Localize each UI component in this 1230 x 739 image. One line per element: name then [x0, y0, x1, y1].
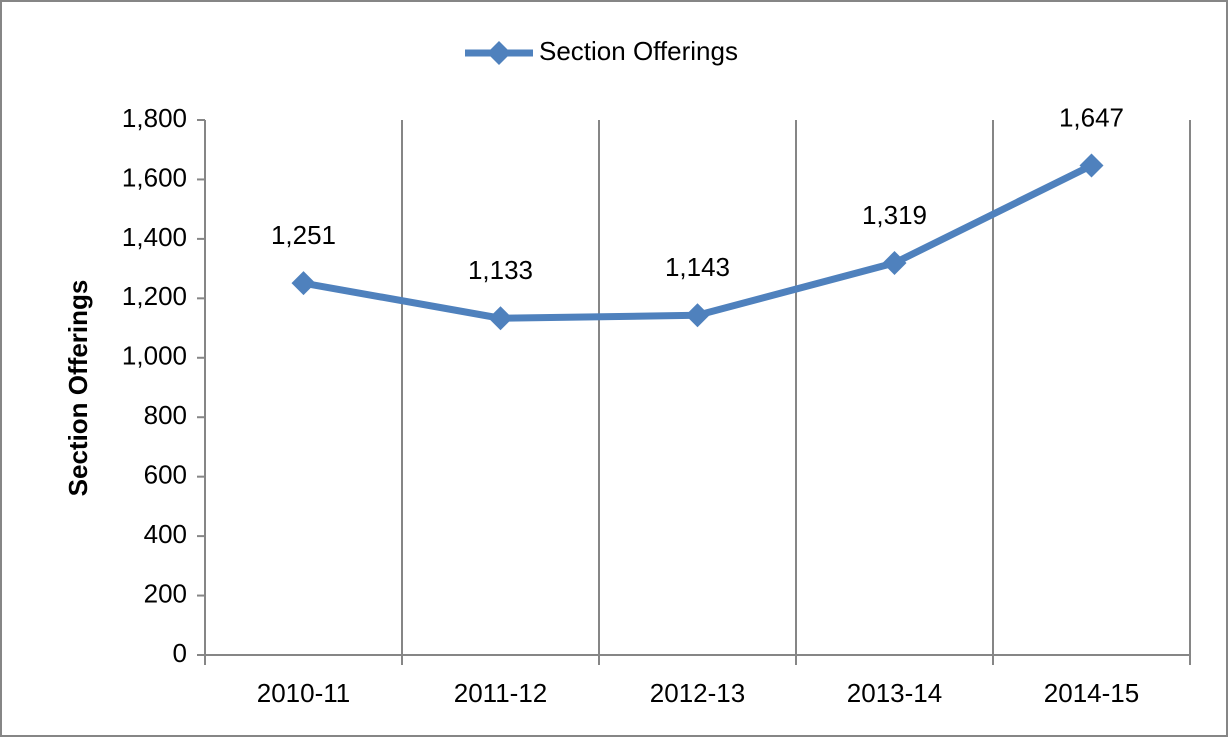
- y-tick-label: 1,800: [122, 103, 187, 133]
- x-tick-label: 2013-14: [847, 678, 942, 708]
- y-tick-label: 800: [144, 400, 187, 430]
- point: [685, 303, 710, 328]
- point: [291, 271, 316, 296]
- y-tick-label: 400: [144, 519, 187, 549]
- x-tick-label: 2011-12: [454, 678, 548, 708]
- y-tick-label: 600: [144, 460, 187, 490]
- data-label: 1,251: [271, 220, 336, 250]
- legend-label: Section Offerings: [539, 36, 738, 66]
- legend-marker: [487, 41, 511, 65]
- y-tick-label: 1,400: [122, 222, 187, 252]
- data-label: 1,647: [1059, 102, 1124, 132]
- data-label: 1,319: [862, 200, 927, 230]
- data-label: 1,143: [665, 252, 730, 282]
- y-axis-title: Section Offerings: [63, 280, 93, 497]
- x-tick-label: 2012-13: [650, 678, 745, 708]
- y-tick-label: 1,000: [122, 341, 187, 371]
- point: [488, 306, 513, 331]
- x-tick-label: 2014-15: [1044, 678, 1139, 708]
- x-tick-label: 2010-11: [257, 678, 351, 708]
- point: [1079, 153, 1104, 178]
- y-tick-label: 1,200: [122, 281, 187, 311]
- y-tick-label: 0: [173, 638, 187, 668]
- y-tick-label: 1,600: [122, 162, 187, 192]
- data-label: 1,133: [468, 255, 533, 285]
- point: [882, 250, 907, 275]
- y-tick-label: 200: [144, 578, 187, 608]
